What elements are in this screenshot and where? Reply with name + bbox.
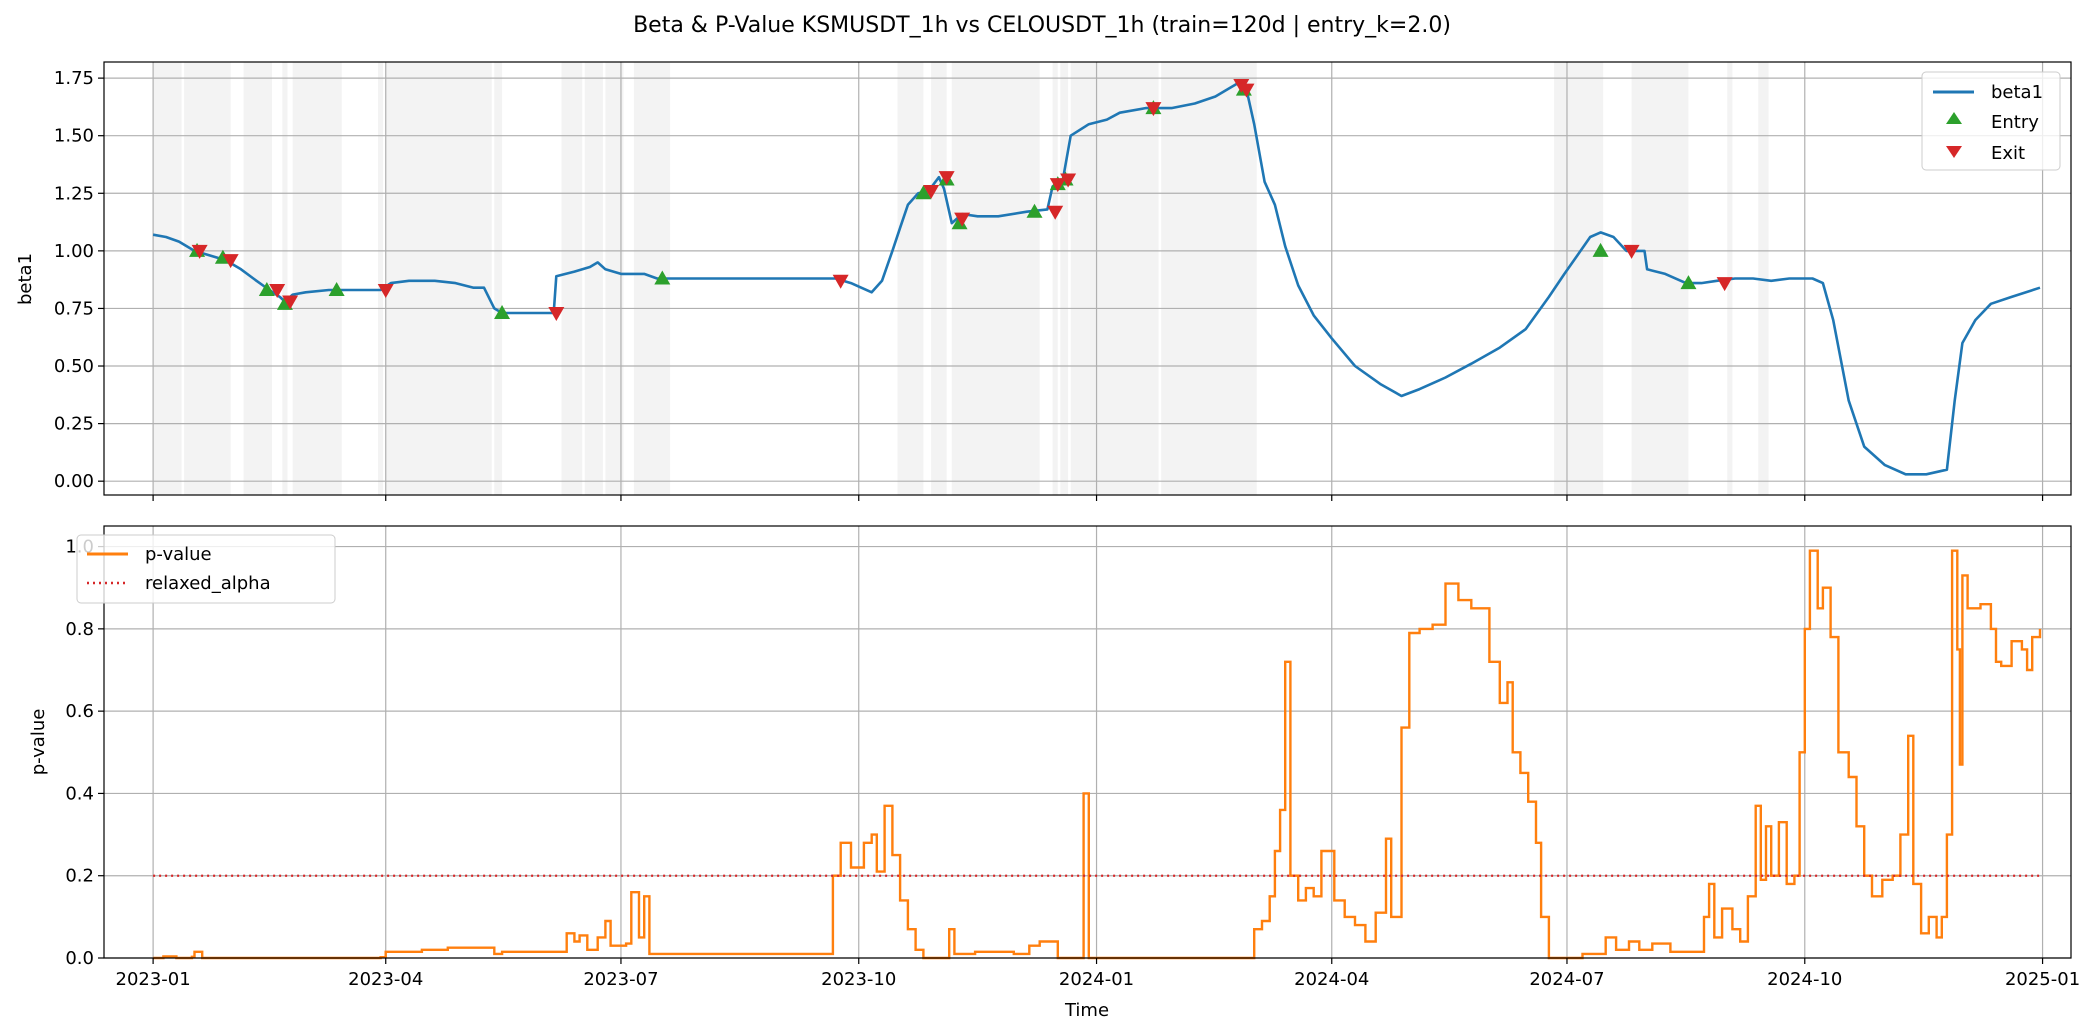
beta-x-ticks <box>152 495 2044 501</box>
exit-marker <box>954 212 971 227</box>
exit-marker <box>269 284 286 299</box>
entry-marker <box>494 305 511 320</box>
entry-marker <box>1592 242 1609 257</box>
figure-title: Beta & P-Value KSMUSDT_1h vs CELOUSDT_1h… <box>633 13 1451 38</box>
beta-legend-item-entry: Entry <box>1991 112 2039 133</box>
y-tick-label: 1.75 <box>54 68 94 89</box>
exit-marker <box>1060 173 1077 188</box>
shaded-span <box>494 62 503 495</box>
y-tick-label: 0.0 <box>65 948 94 969</box>
x-tick-label: 2024-04 <box>1294 969 1369 990</box>
exit-legend-marker <box>1946 146 1962 158</box>
exit-marker <box>1238 83 1255 98</box>
y-tick-label: 1.50 <box>54 126 94 147</box>
y-tick-label: 0.00 <box>54 471 94 492</box>
shaded-span <box>243 62 273 495</box>
y-tick-label: 1.25 <box>54 183 94 204</box>
shaded-span <box>292 62 342 495</box>
shaded-span <box>561 62 583 495</box>
beta-panel: 0.00 0.25 0.50 0.75 1.00 1.25 1.50 1.75 beta1 b… <box>15 61 2072 501</box>
pvalue-legend-item-relaxed-alpha: relaxed_alpha <box>145 573 271 594</box>
shaded-span <box>931 62 947 495</box>
exit-marker <box>923 184 940 199</box>
beta-legend-box <box>1921 71 2061 171</box>
exit-marker <box>377 284 394 299</box>
shaded-span <box>282 62 288 495</box>
exit-marker <box>282 295 299 310</box>
shaded-span <box>1060 62 1069 495</box>
shaded-span <box>1052 62 1058 495</box>
beta-legend-item-beta1: beta1 <box>1991 82 2043 103</box>
x-tick-label: 2025-01 <box>2005 969 2080 990</box>
entry-marker <box>654 270 671 285</box>
entry-marker <box>328 282 345 297</box>
x-tick-label: 2023-01 <box>116 969 191 990</box>
x-tick-label: 2023-10 <box>821 969 896 990</box>
y-tick-label: 0.25 <box>54 414 94 435</box>
exit-marker <box>938 171 955 186</box>
entry-marker <box>1680 275 1697 290</box>
shaded-span <box>1070 62 1159 495</box>
x-axis-label: Time <box>1064 1000 1109 1021</box>
exit-marker <box>832 274 849 289</box>
x-tick-label: 2024-07 <box>1529 969 1604 990</box>
beta-grid <box>104 62 2071 495</box>
exit-marker <box>1049 178 1066 193</box>
x-tick-label: 2023-04 <box>348 969 423 990</box>
shaded-regions <box>153 62 1769 495</box>
pvalue-panel: 0.00.20.40.60.81.0 2023-012023-042023-07… <box>28 525 2080 1021</box>
shaded-span <box>1161 62 1257 495</box>
pvalue-legend-item-pvalue: p-value <box>145 544 212 565</box>
y-tick-label: 0.4 <box>65 783 94 804</box>
shaded-span <box>584 62 603 495</box>
x-tick-label: 2023-07 <box>583 969 658 990</box>
shaded-span <box>385 62 492 495</box>
pvalue-y-axis-label: p-value <box>28 709 49 776</box>
beta-plot-area <box>152 79 2041 476</box>
y-tick-label: 0.8 <box>65 619 94 640</box>
beta-legend: beta1 Entry Exit <box>1921 71 2061 171</box>
beta-legend-item-exit: Exit <box>1991 143 2025 164</box>
exit-marker <box>1716 277 1733 292</box>
exit-marker <box>1145 102 1162 117</box>
entry-marker <box>258 282 275 297</box>
shaded-span <box>1758 62 1769 495</box>
y-tick-label: 0.50 <box>54 356 94 377</box>
pvalue-axes-frame <box>103 525 2072 959</box>
entry-marker <box>915 185 932 200</box>
exit-marker <box>1623 244 1640 259</box>
exit-marker <box>1047 205 1064 220</box>
shaded-span <box>951 62 1040 495</box>
y-tick-label: 0.2 <box>65 866 94 887</box>
x-tick-label: 2024-01 <box>1059 969 1134 990</box>
entry-marker <box>1026 203 1043 218</box>
x-tick-label: 2024-10 <box>1767 969 1842 990</box>
entry-marker <box>951 215 968 230</box>
shaded-span <box>605 62 624 495</box>
shaded-span <box>1631 62 1689 495</box>
y-tick-label: 0.75 <box>54 298 94 319</box>
entry-legend-marker <box>1946 112 1962 124</box>
y-tick-label: 0.6 <box>65 701 94 722</box>
pvalue-legend-box <box>76 534 336 604</box>
shaded-span <box>184 62 231 495</box>
exit-marker <box>548 307 565 322</box>
exit-marker <box>222 254 239 269</box>
shaded-span <box>897 62 924 495</box>
shaded-span <box>153 62 182 495</box>
pvalue-legend: p-value relaxed_alpha <box>76 534 336 604</box>
beta-y-ticks: 0.00 0.25 0.50 0.75 1.00 1.25 1.50 1.75 <box>54 68 104 492</box>
exit-marker <box>191 244 208 259</box>
pvalue-grid <box>104 526 2071 959</box>
y-tick-label: 1.00 <box>54 241 94 262</box>
pvalue-line <box>153 549 2042 960</box>
beta-y-axis-label: beta1 <box>15 253 36 305</box>
pvalue-plot-area <box>153 549 2042 960</box>
beta-axes-frame <box>103 61 2072 496</box>
pvalue-x-ticks: 2023-01 2023-04 2023-07 2023-10 2024-01 2024-… <box>116 958 2080 990</box>
shaded-span <box>377 62 384 495</box>
